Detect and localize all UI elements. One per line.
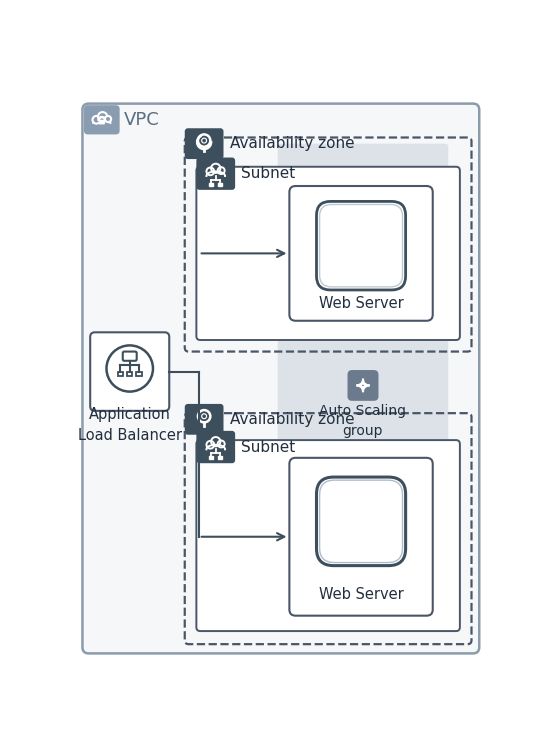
Circle shape bbox=[202, 414, 207, 419]
FancyBboxPatch shape bbox=[196, 440, 460, 631]
Bar bbox=[219, 183, 222, 186]
Circle shape bbox=[203, 415, 206, 417]
Circle shape bbox=[218, 441, 225, 447]
FancyBboxPatch shape bbox=[317, 477, 406, 565]
Circle shape bbox=[211, 437, 220, 447]
Text: Web Server: Web Server bbox=[319, 586, 403, 601]
FancyBboxPatch shape bbox=[278, 144, 448, 615]
FancyBboxPatch shape bbox=[196, 167, 460, 340]
Bar bbox=[209, 456, 213, 459]
FancyBboxPatch shape bbox=[185, 128, 224, 159]
FancyBboxPatch shape bbox=[185, 404, 224, 435]
Bar bbox=[209, 183, 213, 186]
Circle shape bbox=[98, 112, 107, 121]
FancyBboxPatch shape bbox=[289, 458, 433, 616]
Bar bbox=[219, 456, 222, 459]
Text: Application
Load Balancer: Application Load Balancer bbox=[78, 407, 182, 443]
FancyBboxPatch shape bbox=[196, 431, 235, 463]
Circle shape bbox=[218, 167, 225, 174]
Circle shape bbox=[105, 116, 111, 122]
Text: Subnet: Subnet bbox=[241, 440, 295, 455]
Circle shape bbox=[207, 168, 214, 175]
FancyBboxPatch shape bbox=[317, 201, 406, 290]
FancyBboxPatch shape bbox=[347, 370, 379, 401]
Bar bbox=[136, 373, 142, 376]
Text: Auto Scaling
group: Auto Scaling group bbox=[319, 404, 407, 438]
Circle shape bbox=[202, 138, 207, 143]
Circle shape bbox=[207, 441, 214, 449]
FancyBboxPatch shape bbox=[90, 332, 169, 411]
FancyBboxPatch shape bbox=[196, 158, 235, 190]
Text: Availability zone: Availability zone bbox=[230, 412, 355, 427]
Text: Web Server: Web Server bbox=[319, 296, 403, 311]
Text: Subnet: Subnet bbox=[241, 166, 295, 181]
Bar bbox=[118, 373, 123, 376]
FancyBboxPatch shape bbox=[82, 104, 480, 654]
Text: Availability zone: Availability zone bbox=[230, 136, 355, 151]
FancyBboxPatch shape bbox=[289, 186, 433, 321]
Circle shape bbox=[211, 164, 220, 173]
FancyBboxPatch shape bbox=[84, 105, 119, 135]
Circle shape bbox=[203, 139, 206, 141]
Bar bbox=[127, 373, 133, 376]
FancyBboxPatch shape bbox=[99, 120, 105, 124]
Text: VPC: VPC bbox=[124, 111, 160, 129]
Circle shape bbox=[93, 116, 100, 123]
